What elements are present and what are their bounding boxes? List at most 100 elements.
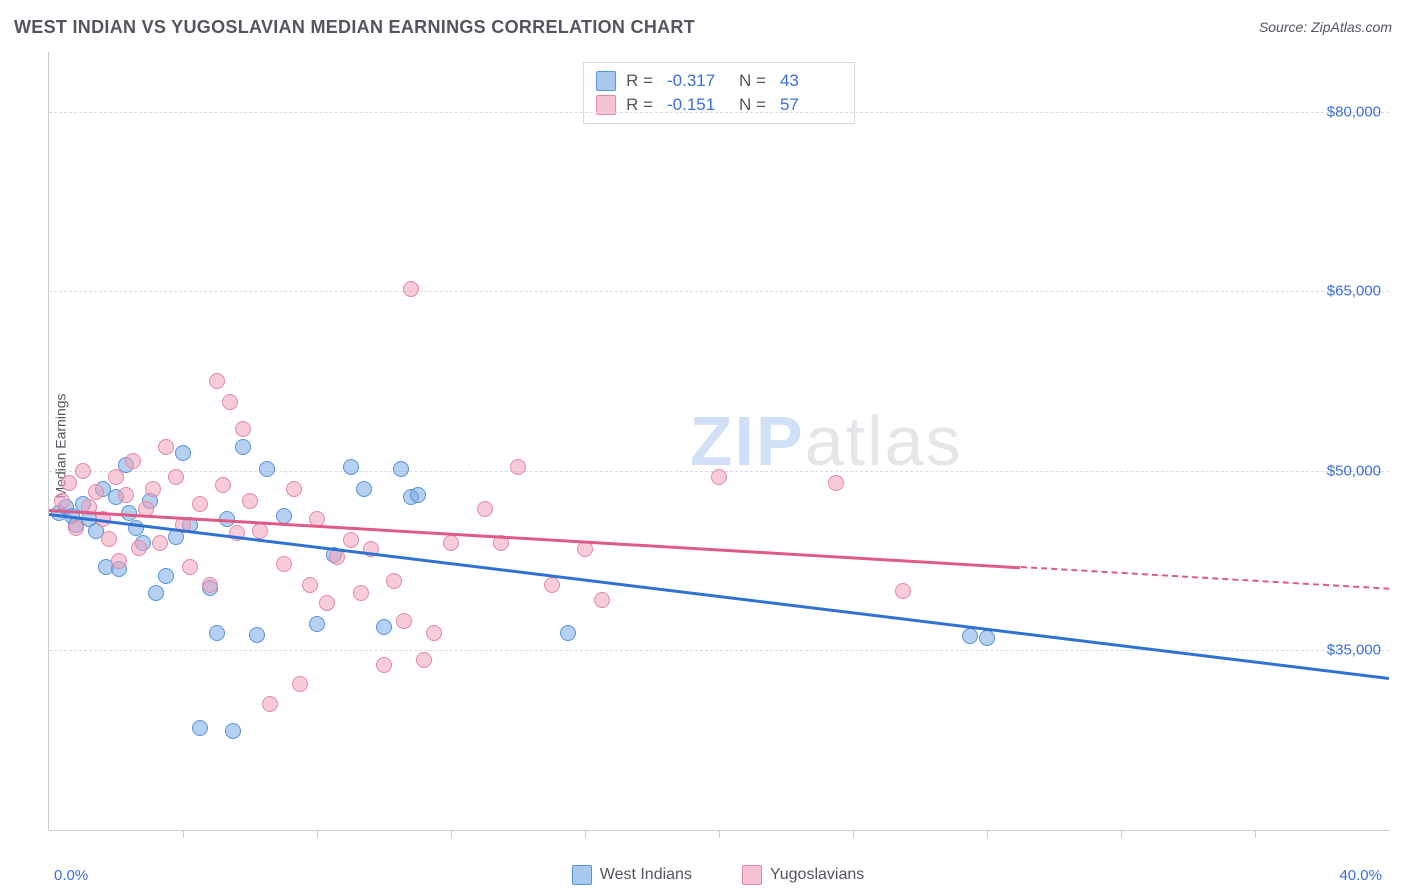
data-point [443, 535, 459, 551]
x-tick [317, 830, 318, 838]
y-tick-label: $35,000 [1327, 642, 1381, 659]
data-point [111, 553, 127, 569]
watermark-zip: ZIP [690, 402, 805, 480]
legend-item-yugoslavians: Yugoslavians [742, 865, 864, 885]
data-point [292, 676, 308, 692]
data-point [158, 439, 174, 455]
data-point [356, 481, 372, 497]
data-point [249, 627, 265, 643]
data-point [209, 625, 225, 641]
data-point [286, 481, 302, 497]
gridline [49, 650, 1389, 651]
y-tick-label: $65,000 [1327, 283, 1381, 300]
data-point [403, 281, 419, 297]
legend-label: West Indians [600, 866, 692, 884]
data-point [101, 531, 117, 547]
x-tick [987, 830, 988, 838]
data-point [145, 481, 161, 497]
data-point [309, 616, 325, 632]
data-point [168, 469, 184, 485]
legend-swatch-icon [572, 865, 592, 885]
data-point [426, 625, 442, 641]
data-point [61, 475, 77, 491]
data-point [75, 463, 91, 479]
data-point [396, 613, 412, 629]
data-point [711, 469, 727, 485]
data-point [252, 523, 268, 539]
r-label: R = [626, 71, 653, 91]
chart-footer: 0.0% West Indians Yugoslavians 40.0% [48, 858, 1388, 892]
legend-label: Yugoslavians [770, 866, 864, 884]
scatter-plot: ZIPatlas R = -0.317 N = 43R =-0.151N =57 $3… [48, 52, 1389, 831]
data-point [192, 720, 208, 736]
data-point [302, 577, 318, 593]
data-point [393, 461, 409, 477]
data-point [192, 496, 208, 512]
data-point [68, 520, 84, 536]
data-point [54, 493, 70, 509]
data-point [276, 556, 292, 572]
data-point [979, 630, 995, 646]
watermark: ZIPatlas [690, 401, 963, 481]
chart-header: WEST INDIAN VS YUGOSLAVIAN MEDIAN EARNIN… [14, 12, 1392, 42]
data-point [594, 592, 610, 608]
x-axis-max: 40.0% [1339, 867, 1382, 884]
data-point [131, 540, 147, 556]
data-point [410, 487, 426, 503]
data-point [235, 439, 251, 455]
data-point [262, 696, 278, 712]
data-point [416, 652, 432, 668]
correlation-row: R =-0.151N =57 [596, 93, 842, 117]
data-point [319, 595, 335, 611]
data-point [962, 628, 978, 644]
correlation-row: R = -0.317 N = 43 [596, 69, 842, 93]
data-point [386, 573, 402, 589]
chart-source: Source: ZipAtlas.com [1259, 19, 1392, 35]
data-point [510, 459, 526, 475]
x-tick [585, 830, 586, 838]
data-point [202, 577, 218, 593]
data-point [158, 568, 174, 584]
trend-line-extension [1020, 566, 1389, 590]
data-point [108, 469, 124, 485]
data-point [828, 475, 844, 491]
data-point [353, 585, 369, 601]
x-tick [1121, 830, 1122, 838]
data-point [225, 723, 241, 739]
data-point [215, 477, 231, 493]
data-point [152, 535, 168, 551]
data-point [376, 619, 392, 635]
watermark-atlas: atlas [805, 402, 963, 480]
x-axis-min: 0.0% [54, 867, 88, 884]
data-point [343, 532, 359, 548]
data-point [477, 501, 493, 517]
source-prefix: Source: [1259, 19, 1311, 35]
correlation-box: R = -0.317 N = 43R =-0.151N =57 [583, 62, 855, 124]
source-name: ZipAtlas.com [1311, 19, 1392, 35]
x-tick [451, 830, 452, 838]
data-point [125, 453, 141, 469]
data-point [242, 493, 258, 509]
data-point [88, 484, 104, 500]
gridline [49, 112, 1389, 113]
legend-item-west-indians: West Indians [572, 865, 692, 885]
data-point [235, 421, 251, 437]
chart-title: WEST INDIAN VS YUGOSLAVIAN MEDIAN EARNIN… [14, 17, 695, 38]
data-point [222, 394, 238, 410]
data-point [343, 459, 359, 475]
x-tick [183, 830, 184, 838]
n-value: 43 [780, 71, 842, 91]
data-point [560, 625, 576, 641]
corr-swatch-icon [596, 71, 616, 91]
data-point [259, 461, 275, 477]
x-tick [719, 830, 720, 838]
data-point [209, 373, 225, 389]
x-tick [853, 830, 854, 838]
data-point [182, 559, 198, 575]
data-point [175, 445, 191, 461]
data-point [376, 657, 392, 673]
n-label: N = [739, 71, 766, 91]
r-value: -0.317 [667, 71, 729, 91]
data-point [148, 585, 164, 601]
data-point [118, 487, 134, 503]
